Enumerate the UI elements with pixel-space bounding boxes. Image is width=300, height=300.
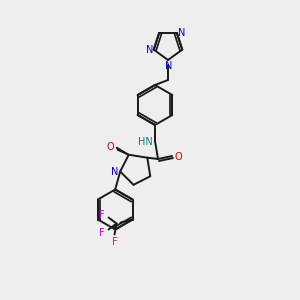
Text: F: F xyxy=(112,236,117,247)
Text: HN: HN xyxy=(138,137,152,147)
Text: O: O xyxy=(174,152,182,162)
Text: N: N xyxy=(165,61,173,71)
Text: O: O xyxy=(107,142,115,152)
Text: N: N xyxy=(110,167,118,176)
Text: N: N xyxy=(178,28,185,38)
Text: F: F xyxy=(99,209,104,220)
Text: F: F xyxy=(99,227,104,238)
Text: N: N xyxy=(146,45,153,55)
